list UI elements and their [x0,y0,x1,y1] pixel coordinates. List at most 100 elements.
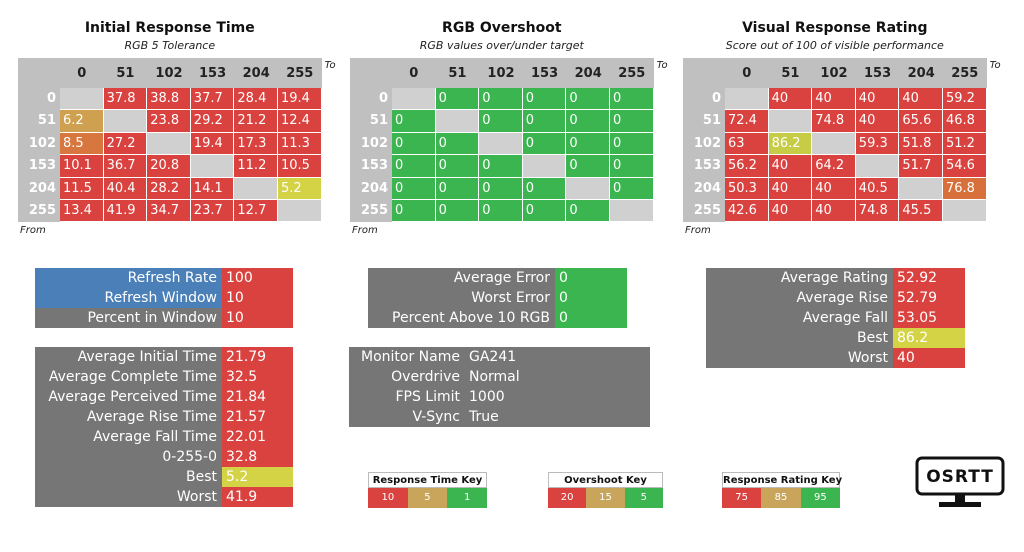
empty-cell [190,155,235,178]
value-cell: 34.7 [147,200,191,223]
column-header: 0 [742,66,752,81]
info-label: Refresh Rate [35,268,222,288]
key-title: Overshoot Key [548,472,663,488]
row-axis-label: From [20,225,46,237]
value-cell: 27.2 [103,132,148,156]
info-value: 21.57 [222,407,293,427]
column-axis-label: To [989,60,1001,71]
value-cell: 13.4 [60,200,104,223]
logo-neck [955,494,965,502]
info-label: Monitor Name [349,347,465,367]
value-cell: 56.2 [725,155,769,178]
row-header: 255 [360,203,388,218]
info-value: 0 [555,288,627,308]
row-header: 102 [28,135,56,151]
panel-subtitle: Score out of 100 of visible performance [725,39,944,52]
row-axis-label: From [352,225,378,237]
empty-cell [60,88,104,111]
row-header: 0 [378,91,388,106]
value-cell: 0 [392,200,436,223]
value-cell: 12.4 [278,110,322,133]
value-cell: 29.2 [190,110,235,133]
column-header: 51 [781,66,800,81]
value-cell: 0 [435,155,480,178]
value-cell: 50.3 [725,177,769,200]
column-header: 153 [199,66,227,81]
info-value: 21.79 [222,347,293,367]
empty-cell [479,132,523,156]
value-cell: 37.7 [190,88,235,111]
panel-title: RGB Overshoot [442,20,562,36]
column-axis-label: To [656,60,668,71]
column-header: 255 [286,66,314,81]
row-header: 204 [28,180,56,196]
value-cell: 40.5 [855,177,900,200]
empty-cell [566,177,610,200]
value-cell: 40 [768,200,813,223]
panel-title: Initial Response Time [84,20,255,36]
info-value: 100 [222,268,293,288]
key-item: 1 [447,488,487,508]
value-cell: 20.8 [147,155,191,178]
column-header: 255 [951,66,979,81]
key-title: Response Rating Key [722,472,842,488]
empty-cell [812,132,856,156]
value-cell: 11.3 [278,132,322,156]
value-cell: 19.4 [190,132,235,156]
logo-base [939,502,981,507]
value-cell: 14.1 [190,177,235,200]
value-cell: 42.6 [725,200,769,223]
value-cell: 65.6 [899,110,943,133]
key-item: 75 [722,488,762,508]
empty-cell [435,110,480,133]
info-value: 5.2 [222,467,293,487]
info-value: 52.79 [893,288,965,308]
value-cell: 0 [479,200,523,223]
empty-cell [103,110,148,133]
value-cell: 45.5 [899,200,943,223]
info-value: 86.2 [893,328,965,348]
value-cell: 0 [522,88,567,111]
row-header: 0 [46,91,56,106]
value-cell: 40 [855,88,900,111]
empty-cell [899,177,943,200]
info-label: Average Fall Time [35,427,222,447]
info-value: True [465,407,650,427]
value-cell: 0 [566,132,610,156]
empty-cell [234,177,278,200]
value-cell: 51.8 [899,132,943,156]
value-cell: 40 [812,88,856,111]
value-cell: 23.8 [147,110,191,133]
column-header: 153 [531,66,559,81]
value-cell: 0 [479,155,523,178]
value-cell: 40 [768,155,813,178]
info-value: Normal [465,367,650,387]
info-value: 0 [555,308,627,328]
empty-cell [725,88,769,111]
value-cell: 0 [566,155,610,178]
column-header: 51 [448,66,467,81]
info-label: Average Rise Time [35,407,222,427]
column-header: 51 [116,66,135,81]
info-label: Percent Above 10 RGB [368,308,555,328]
value-cell: 0 [392,155,436,178]
info-label: Average Complete Time [35,367,222,387]
value-cell: 19.4 [278,88,322,111]
info-value: 10 [222,308,293,328]
info-value: 32.5 [222,367,293,387]
value-cell: 0 [566,110,610,133]
key-item: 20 [548,488,587,508]
logo: OSRTT [915,456,1005,507]
empty-cell [855,155,900,178]
key-title: Response Time Key [368,472,487,488]
key-item: 5 [407,488,448,508]
value-cell: 0 [392,177,436,200]
info-label: Best [706,328,893,348]
value-cell: 0 [610,132,654,156]
info-value: 1000 [465,387,650,407]
info-value: 10 [222,288,293,308]
key-item: 95 [800,488,840,508]
value-cell: 0 [435,132,480,156]
column-header: 0 [409,66,419,81]
